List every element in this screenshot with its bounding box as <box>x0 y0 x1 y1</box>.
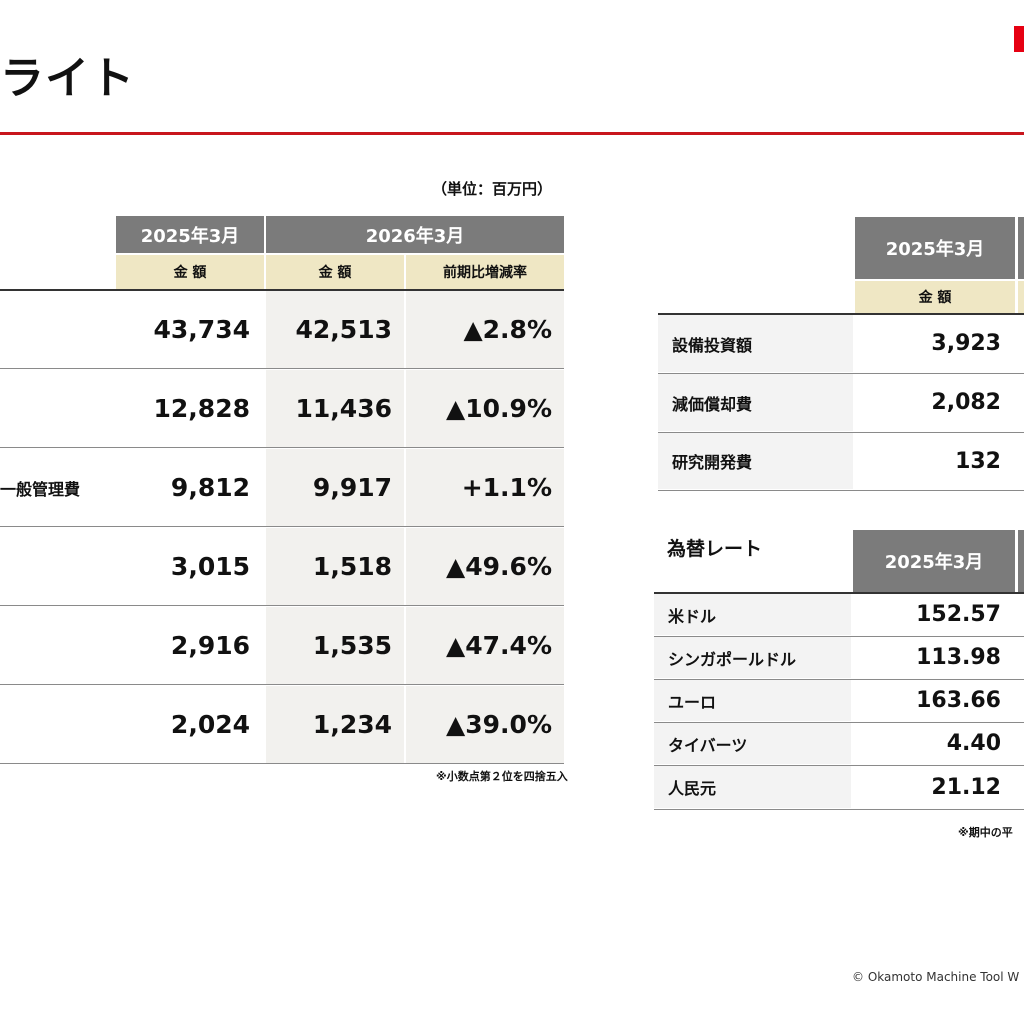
subheader-2026-amount: 金 額 <box>266 255 404 289</box>
fx-row-value-2025: 163.66 <box>853 680 1015 721</box>
row-divider <box>0 526 564 527</box>
capex-top-rule <box>658 313 1024 315</box>
fx-row-label: シンガポールドル <box>654 637 851 678</box>
row-value-2025: 3,015 <box>116 528 264 605</box>
capex-row-divider <box>658 373 1024 374</box>
capex-subheader-amount: 金 額 <box>855 281 1015 313</box>
fx-row-label: タイバーツ <box>654 723 851 764</box>
fx-row-label: 人民元 <box>654 766 851 808</box>
fx-row-value-2025: 152.57 <box>853 594 1015 635</box>
row-value-2026: 11,436 <box>266 370 404 447</box>
capex-row-value-2025: 132 <box>855 433 1015 489</box>
subheader-2026-change: 前期比増減率 <box>406 255 564 289</box>
fx-row-divider <box>654 722 1024 723</box>
header-2025: 2025年3月 <box>116 216 264 253</box>
fx-row-value-2025: 4.40 <box>853 723 1015 764</box>
capex-header-next <box>1018 217 1024 279</box>
row-value-2025: 2,916 <box>116 607 264 684</box>
row-value-2026: 1,518 <box>266 528 404 605</box>
capex-row-label: 減価償却費 <box>658 374 853 431</box>
row-divider <box>0 368 564 369</box>
copyright-text: © Okamoto Machine Tool W <box>852 970 1020 984</box>
row-change: +1.1% <box>406 449 564 526</box>
capex-row-label: 設備投資額 <box>658 315 853 372</box>
capex-row-value-2025: 3,923 <box>855 315 1015 372</box>
fx-header-2025: 2025年3月 <box>853 530 1015 592</box>
row-change: ▲2.8% <box>406 291 564 368</box>
row-value-2026: 42,513 <box>266 291 404 368</box>
row-value-2026: 9,917 <box>266 449 404 526</box>
row-divider <box>0 763 564 764</box>
row-change: ▲47.4% <box>406 607 564 684</box>
unit-label: （単位：百万円） <box>432 180 553 198</box>
row-change: ▲10.9% <box>406 370 564 447</box>
fx-row-label: ユーロ <box>654 680 851 721</box>
capex-row-divider <box>658 432 1024 433</box>
title-divider <box>0 132 1024 135</box>
row-divider <box>0 447 564 448</box>
rounding-note: ※小数点第２位を四捨五入 <box>436 770 568 783</box>
header-2026: 2026年3月 <box>266 216 564 253</box>
company-logo-mark <box>1014 26 1024 52</box>
fx-row-value-2025: 113.98 <box>853 637 1015 678</box>
fx-row-divider <box>654 679 1024 680</box>
capex-row-divider <box>658 490 1024 491</box>
row-label: 一般管理費 <box>0 479 81 499</box>
capex-row-value-2025: 2,082 <box>855 374 1015 431</box>
capex-subheader-next <box>1018 281 1024 313</box>
left-table-top-rule <box>0 289 564 291</box>
row-value-2025: 43,734 <box>116 291 264 368</box>
fx-row-divider <box>654 809 1024 810</box>
row-value-2025: 9,812 <box>116 449 264 526</box>
fx-row-value-2025: 21.12 <box>853 766 1015 808</box>
fx-header-next <box>1018 530 1024 592</box>
row-divider <box>0 684 564 685</box>
row-value-2025: 12,828 <box>116 370 264 447</box>
row-value-2026: 1,234 <box>266 686 404 763</box>
row-value-2025: 2,024 <box>116 686 264 763</box>
fx-average-note: ※期中の平 <box>958 826 1013 839</box>
page-title: ライト <box>0 53 135 104</box>
row-change: ▲49.6% <box>406 528 564 605</box>
fx-row-label: 米ドル <box>654 594 851 635</box>
capex-header-2025: 2025年3月 <box>855 217 1015 279</box>
subheader-2025-amount: 金 額 <box>116 255 264 289</box>
fx-top-rule <box>654 592 1024 594</box>
row-divider <box>0 605 564 606</box>
capex-row-label: 研究開発費 <box>658 433 853 489</box>
fx-table-title: 為替レート <box>667 537 763 560</box>
fx-row-divider <box>654 636 1024 637</box>
row-value-2026: 1,535 <box>266 607 404 684</box>
row-change: ▲39.0% <box>406 686 564 763</box>
fx-row-divider <box>654 765 1024 766</box>
